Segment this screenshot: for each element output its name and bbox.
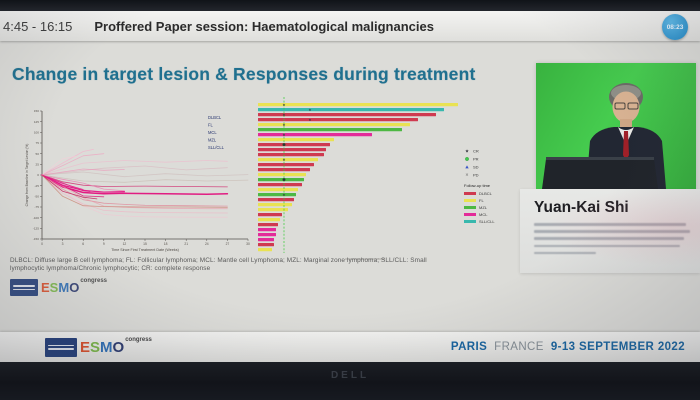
svg-text:MCL: MCL <box>208 130 217 135</box>
monitor-bezel-top <box>0 0 700 11</box>
svg-text:★: ★ <box>282 123 286 127</box>
svg-text:-25: -25 <box>35 184 40 188</box>
svg-text:21: 21 <box>184 242 188 246</box>
svg-text:25: 25 <box>36 162 40 166</box>
svg-text:DLBCL: DLBCL <box>208 115 222 120</box>
svg-text:15: 15 <box>143 242 147 246</box>
laptop-edge <box>546 157 654 160</box>
footnote-line-2: lymphocytic lymphoma/Chronic lymphocytic… <box>10 265 211 272</box>
esmo-event-badge <box>10 279 38 296</box>
svg-text:150: 150 <box>34 109 39 113</box>
svg-text:★: ★ <box>282 193 286 197</box>
speaker-name: Yuan-Kai Shi <box>534 199 629 216</box>
svg-text:CR: CR <box>473 148 479 153</box>
svg-text:75: 75 <box>36 141 40 145</box>
svg-text:18: 18 <box>164 242 168 246</box>
svg-text:★: ★ <box>282 113 286 117</box>
svg-text:6: 6 <box>82 242 84 246</box>
svg-text:MCL: MCL <box>479 212 488 217</box>
session-title: Proffered Paper session: Haematological … <box>94 18 434 34</box>
session-time-range: 4:45 - 16:15 <box>3 18 73 34</box>
svg-text:FL: FL <box>479 198 484 203</box>
svg-text:★: ★ <box>282 133 286 137</box>
dell-logo: DELL <box>330 370 370 381</box>
svg-text:★: ★ <box>282 103 286 107</box>
svg-text:125: 125 <box>34 120 39 124</box>
svg-text:-75: -75 <box>35 205 40 209</box>
svg-text:PD: PD <box>473 172 479 177</box>
svg-text:Time Since First Treatment Dat: Time Since First Treatment Date (Weeks) <box>111 248 179 252</box>
monitor-bezel-bottom: DELL <box>0 362 700 400</box>
svg-text:★: ★ <box>308 118 312 122</box>
svg-text:SD: SD <box>473 164 479 169</box>
abbreviations-footnote: DLBCL: Diffuse large B cell lymphoma; FL… <box>10 257 490 273</box>
speaker-tie <box>623 131 629 161</box>
svg-text:3: 3 <box>62 242 64 246</box>
speaker-glasses-right <box>627 102 639 110</box>
event-dates: 9-13 SEPTEMBER 2022 <box>550 341 685 353</box>
event-city: PARIS <box>450 341 488 353</box>
svg-text:Follow-up time: Follow-up time <box>464 183 491 188</box>
svg-text:27: 27 <box>226 242 230 246</box>
svg-text:FL: FL <box>208 123 214 128</box>
svg-text:0: 0 <box>41 242 43 246</box>
svg-text:-50: -50 <box>35 194 40 198</box>
timer-badge: 08:23 <box>662 14 688 40</box>
session-header: 4:45 - 16:15 Proffered Paper session: Ha… <box>0 11 700 41</box>
screen: 4:45 - 16:15 Proffered Paper session: Ha… <box>0 11 700 362</box>
speaker-video-frame <box>536 63 696 189</box>
svg-text:12: 12 <box>123 242 127 246</box>
svg-text:Change from Baseline in Target: Change from Baseline in Target Lesion (%… <box>25 144 29 207</box>
caption-text-line <box>534 230 690 233</box>
caption-text-line <box>534 237 684 240</box>
svg-text:MZL: MZL <box>479 205 488 210</box>
slide-title: Change in target lesion & Responses duri… <box>12 64 476 84</box>
svg-text:50: 50 <box>36 152 40 156</box>
svg-text:SLL/CLL: SLL/CLL <box>479 219 495 224</box>
svg-text:★: ★ <box>465 148 469 153</box>
svg-text:×: × <box>465 173 468 179</box>
svg-text:★: ★ <box>308 108 312 112</box>
event-location-dates: PARIS FRANCE 9-13 SEPTEMBER 2022 <box>451 332 685 362</box>
speaker-face <box>612 91 640 123</box>
congress-label: congress <box>125 336 152 343</box>
svg-text:-100: -100 <box>33 216 39 220</box>
speaker-glasses <box>614 102 626 110</box>
svg-text:-150: -150 <box>33 237 39 241</box>
caption-text-line <box>534 244 680 248</box>
caption-text-line <box>534 223 686 226</box>
svg-text:100: 100 <box>34 130 39 134</box>
svg-text:PR: PR <box>473 156 479 161</box>
svg-text:DLBCL: DLBCL <box>479 191 493 196</box>
svg-text:9: 9 <box>103 242 105 246</box>
svg-text:30: 30 <box>246 242 250 246</box>
speaker-neck <box>620 119 632 128</box>
svg-text:SLL/CLL: SLL/CLL <box>208 145 225 150</box>
svg-text:-125: -125 <box>33 226 39 230</box>
speaker-figure <box>542 83 666 189</box>
speaker-caption-card: Yuan-Kai Shi <box>520 189 700 273</box>
svg-text:0: 0 <box>37 173 39 177</box>
svg-text:MZL: MZL <box>208 138 217 143</box>
laptop <box>542 159 658 189</box>
event-country: FRANCE <box>494 341 544 353</box>
footnote-line-1: DLBCL: Diffuse large B cell lymphoma; FL… <box>10 257 427 264</box>
congress-label: congress <box>80 278 107 284</box>
svg-text:★: ★ <box>282 158 286 162</box>
svg-text:24: 24 <box>205 242 209 246</box>
swimmer-plot: ★ ★ ★ ★ ★ ★ ★ ★ ★ CR PR SD × PD Follow-up time DLBCL FL M… <box>258 97 495 260</box>
caption-text-line <box>534 251 596 255</box>
esmo-event-badge <box>45 337 77 357</box>
